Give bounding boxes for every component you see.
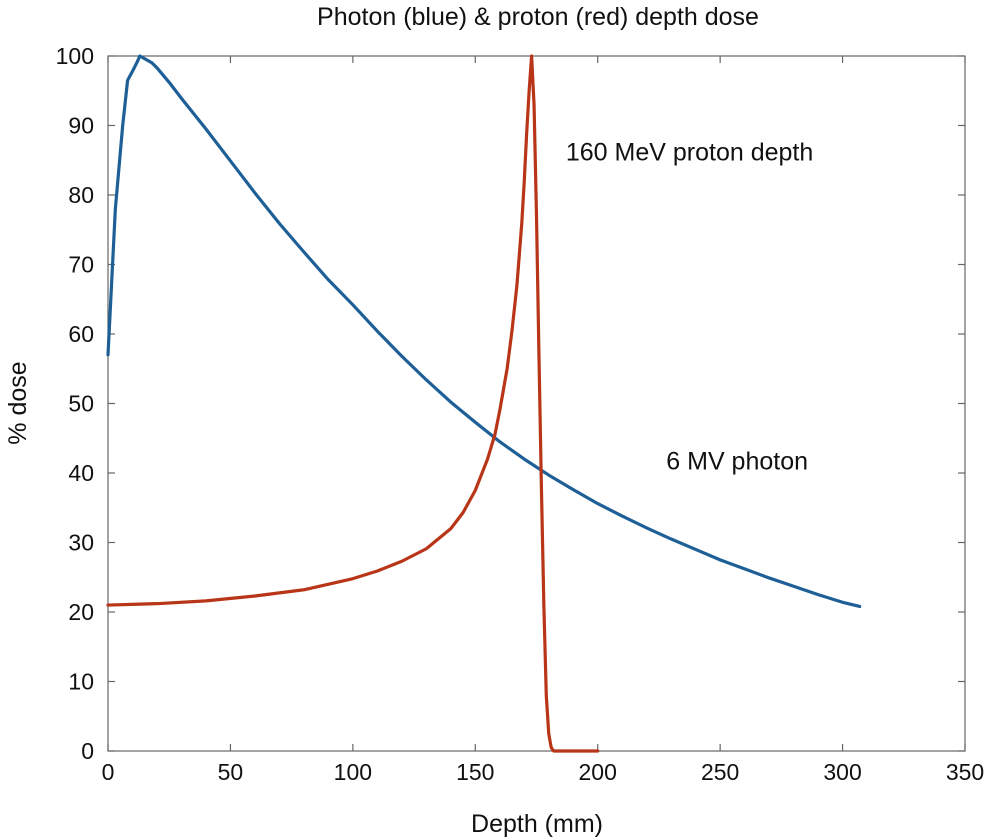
proton-dose-line (106, 54, 600, 753)
y-tick-label: 60 (68, 321, 94, 347)
y-tick-label: 70 (68, 252, 94, 278)
x-tick-label: 200 (579, 759, 617, 785)
x-tick-label: 100 (334, 759, 372, 785)
annotation-layer: 160 MeV proton depth 6 MV photon (566, 138, 813, 475)
y-tick-label: 20 (68, 599, 94, 625)
y-axis-label: % dose (4, 361, 32, 444)
annotation-label: 6 MV photon (666, 448, 808, 476)
y-tick-label: 40 (68, 460, 94, 486)
photon-dose-line (106, 54, 862, 609)
y-tick-label: 100 (56, 43, 94, 69)
series-layer (106, 54, 862, 753)
y-tick-label: 80 (68, 182, 94, 208)
y-tick-label: 50 (68, 391, 94, 417)
x-tick-label: 250 (701, 759, 739, 785)
x-tick-label: 0 (102, 759, 115, 785)
x-tick-label: 50 (218, 759, 244, 785)
x-tick-label: 300 (823, 759, 861, 785)
annotation-label: 160 MeV proton depth (566, 138, 813, 166)
chart-title: Photon (blue) & proton (red) depth dose (317, 3, 759, 31)
y-tick-label: 0 (81, 738, 94, 764)
y-tick-label: 30 (68, 530, 94, 556)
x-axis-label: Depth (mm) (471, 810, 603, 838)
x-tick-label: 150 (456, 759, 494, 785)
y-tick-label: 90 (68, 113, 94, 139)
x-tick-label: 350 (946, 759, 984, 785)
y-tick-label: 10 (68, 669, 94, 695)
axis-ticks: 0 50 100 150 200 250 300 350 0 10 20 30 40 50 60 70 80 90… (56, 43, 985, 785)
